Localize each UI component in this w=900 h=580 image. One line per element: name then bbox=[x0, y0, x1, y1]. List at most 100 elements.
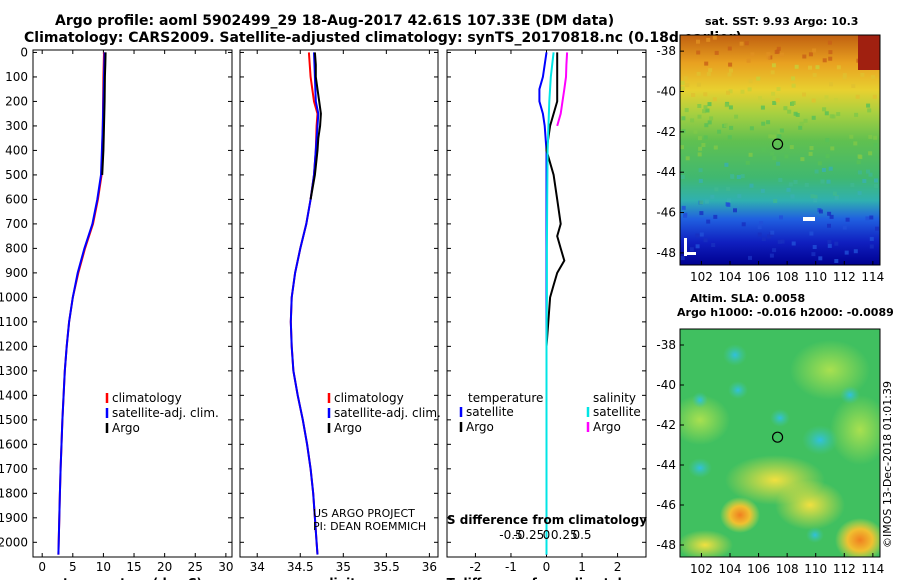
sst-pixel bbox=[825, 154, 830, 159]
map-x-tick-label: 114 bbox=[861, 270, 884, 284]
legend-climatology-label: climatology bbox=[334, 391, 404, 405]
sst-pixel bbox=[745, 160, 750, 165]
map-y-tick-label: -48 bbox=[656, 246, 676, 260]
sst-pixel bbox=[723, 123, 728, 128]
depth-tick-label: 1200 bbox=[0, 339, 28, 353]
sst-pixel bbox=[771, 91, 776, 96]
sst-pixel bbox=[791, 101, 796, 105]
sst-pixel bbox=[697, 152, 702, 157]
sst-pixel bbox=[772, 134, 776, 139]
sst-pixel bbox=[802, 92, 806, 97]
sst-pixel bbox=[822, 107, 827, 112]
sst-pixel bbox=[724, 162, 729, 167]
sst-pixel bbox=[834, 259, 839, 263]
sst-pixel bbox=[690, 118, 695, 123]
sst-pixel bbox=[779, 215, 783, 220]
sst-pixel bbox=[772, 101, 777, 105]
sst-pixel bbox=[868, 134, 873, 139]
sst-pixel bbox=[794, 64, 799, 69]
legend-argo-label: Argo bbox=[112, 421, 140, 435]
sst-pixel bbox=[697, 136, 702, 141]
sst-pixel bbox=[776, 161, 781, 166]
sst-pixel bbox=[783, 106, 788, 111]
sst-pixel bbox=[836, 65, 841, 70]
sst-pixel bbox=[712, 35, 717, 40]
series-line-climatology bbox=[289, 52, 319, 555]
sst-pixel bbox=[714, 50, 719, 55]
sst-pixel bbox=[791, 76, 795, 81]
sst-pixel bbox=[695, 233, 700, 238]
sst-pixel bbox=[772, 248, 777, 253]
sst-pixel bbox=[869, 236, 874, 241]
sst-pixel bbox=[830, 146, 835, 151]
sst-pixel bbox=[730, 175, 735, 179]
sst-pixel bbox=[828, 50, 833, 55]
sst-pixel bbox=[744, 41, 749, 46]
temperature-panel: 0 5 10 15 20 25 30 temperature (deg C) climatolo… bbox=[32, 49, 234, 580]
sst-pixel bbox=[815, 65, 820, 70]
sst-map: 102 104 106 108 110 112 114 -38 -40 -42 -44 -46 -48 bbox=[656, 34, 884, 284]
x2-tick-label: -0.5 bbox=[499, 528, 522, 542]
sst-pixel bbox=[828, 56, 833, 61]
sst-pixel bbox=[824, 111, 829, 116]
sst-pixel bbox=[739, 41, 744, 46]
sst-pixel bbox=[775, 98, 780, 103]
sla-map: 102 104 106 108 110 112 114 -38 -40 -42 -44 -46 -48 bbox=[656, 328, 884, 576]
depth-tick-label: 300 bbox=[5, 119, 28, 133]
map-x-tick-label: 112 bbox=[833, 270, 856, 284]
depth-tick-label: 1400 bbox=[0, 388, 28, 402]
sst-pixel bbox=[771, 63, 776, 68]
sla-blob bbox=[680, 530, 733, 557]
pi-label: PI: DEAN ROEMMICH bbox=[313, 520, 426, 533]
sst-pixel bbox=[768, 134, 773, 139]
sst-pixel bbox=[704, 61, 709, 66]
x-tick-label: 34.5 bbox=[287, 560, 314, 574]
sst-pixel bbox=[793, 180, 798, 184]
map-y-tick-label: -38 bbox=[656, 44, 676, 58]
imos-timestamp: ©IMOS 13-Dec-2018 01:01:39 bbox=[881, 381, 894, 548]
sst-white-mark bbox=[684, 238, 687, 256]
sst-pixel bbox=[705, 108, 710, 113]
depth-tick-label: 900 bbox=[5, 266, 28, 280]
sst-pixel bbox=[707, 120, 712, 125]
sst-pixel bbox=[706, 37, 711, 42]
sst-pixel bbox=[740, 89, 745, 94]
sst-pixel bbox=[770, 151, 775, 156]
sst-pixel bbox=[706, 72, 711, 77]
depth-axis: 0 100 200 300 400 500 600 700 800 900 1000 1100 1200… bbox=[0, 45, 28, 549]
sst-pixel bbox=[860, 72, 865, 77]
sst-pixel bbox=[760, 105, 765, 110]
depth-tick-label: 1700 bbox=[0, 462, 28, 476]
sst-pixel bbox=[746, 58, 751, 63]
sst-pixel bbox=[849, 134, 854, 139]
x2-tick-label: 0.5 bbox=[572, 528, 591, 542]
sst-pixel bbox=[820, 179, 825, 184]
map-x-tick-label: 112 bbox=[833, 562, 856, 576]
sst-pixel bbox=[681, 129, 686, 134]
sst-pixel bbox=[772, 156, 777, 160]
map-x-tick-label: 102 bbox=[690, 270, 713, 284]
sst-pixel bbox=[827, 211, 832, 216]
sst-pixel bbox=[696, 82, 701, 87]
sst-pixel bbox=[770, 70, 775, 75]
sst-pixel bbox=[802, 54, 807, 59]
depth-tick-label: 1300 bbox=[0, 364, 28, 378]
sst-pixel bbox=[703, 135, 708, 140]
sst-pixel bbox=[726, 90, 730, 95]
depth-tick-label: 2000 bbox=[0, 535, 28, 549]
sla-cold-eddy bbox=[692, 392, 708, 408]
sst-pixel bbox=[766, 55, 771, 60]
sst-pixel bbox=[867, 108, 872, 113]
sst-pixel bbox=[756, 76, 761, 81]
sst-pixel bbox=[818, 209, 823, 214]
sst-pixel bbox=[769, 253, 774, 258]
sst-pixel bbox=[748, 79, 753, 84]
sst-map-axes: 102 104 106 108 110 112 114 -38 -40 -42 -44 -46 -48 bbox=[656, 44, 884, 284]
x-tick-label: 25 bbox=[188, 560, 203, 574]
sst-pixel bbox=[766, 120, 771, 125]
depth-tick-label: 400 bbox=[5, 143, 28, 157]
map-x-tick-label: 114 bbox=[861, 562, 884, 576]
sst-pixel bbox=[832, 191, 837, 196]
sst-pixel bbox=[747, 87, 752, 92]
sst-pixel bbox=[757, 232, 762, 237]
